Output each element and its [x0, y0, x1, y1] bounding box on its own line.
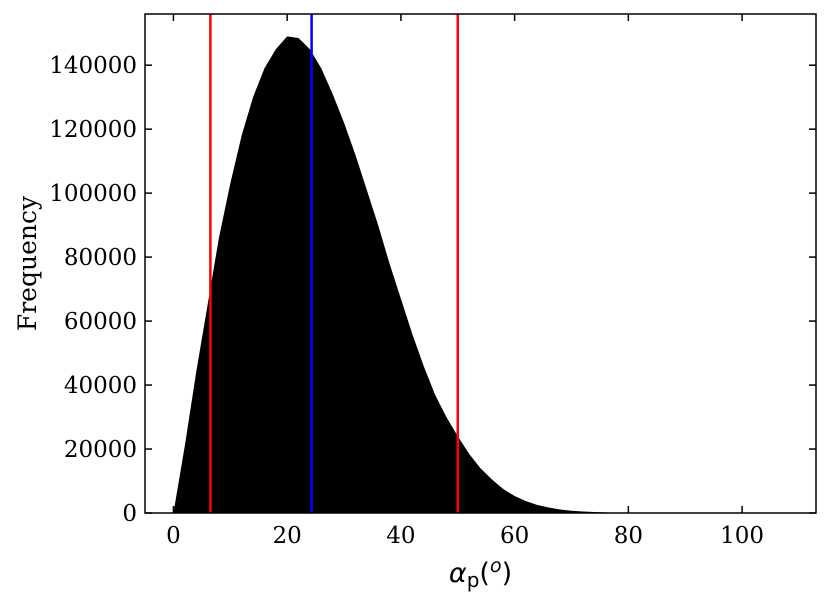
- x-axis-paren-close: ): [502, 558, 513, 589]
- x-axis-subscript: p: [467, 568, 480, 592]
- x-axis-label: αp(o): [449, 555, 512, 592]
- x-tick-label: 80: [614, 523, 643, 549]
- x-tick-label: 0: [166, 523, 181, 549]
- x-axis-paren-open: (: [479, 558, 490, 589]
- histogram-area: [173, 36, 788, 513]
- y-tick-label: 140000: [49, 53, 137, 79]
- x-axis-superscript: o: [490, 555, 502, 577]
- y-tick-label: 100000: [49, 181, 137, 207]
- x-tick-label: 20: [273, 523, 302, 549]
- y-tick-label: 20000: [64, 437, 137, 463]
- x-tick-label: 40: [386, 523, 415, 549]
- y-tick-label: 80000: [64, 245, 137, 271]
- x-axis-symbol: α: [449, 558, 467, 589]
- x-tick-label: 60: [500, 523, 529, 549]
- x-tick-label: 100: [720, 523, 764, 549]
- y-axis-label: Frequency: [13, 195, 42, 331]
- y-tick-label: 120000: [49, 117, 137, 143]
- y-tick-label: 40000: [64, 373, 137, 399]
- y-tick-label: 0: [122, 501, 137, 527]
- plot-frame: [144, 13, 817, 514]
- y-tick-label: 60000: [64, 309, 137, 335]
